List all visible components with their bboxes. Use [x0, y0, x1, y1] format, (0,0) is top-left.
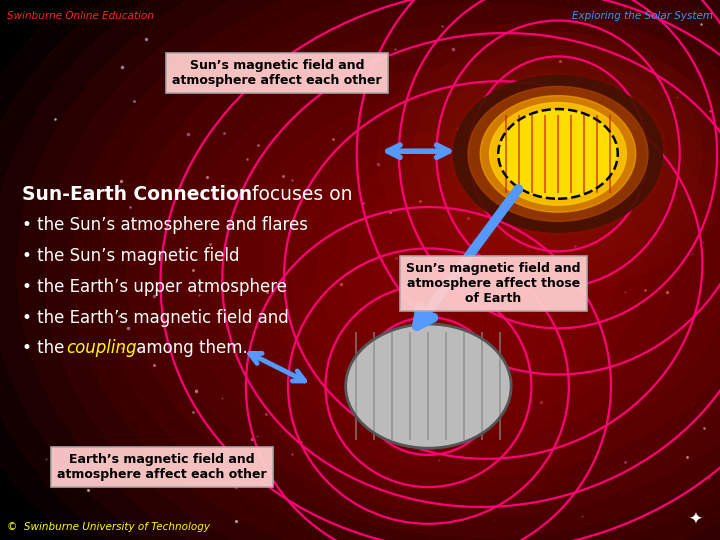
Circle shape: [236, 85, 720, 455]
Circle shape: [264, 106, 701, 434]
Circle shape: [410, 373, 446, 400]
Text: focuses on: focuses on: [246, 185, 353, 204]
Circle shape: [284, 278, 572, 494]
Circle shape: [127, 3, 720, 537]
Circle shape: [373, 188, 592, 352]
Circle shape: [72, 0, 720, 540]
Circle shape: [338, 319, 518, 454]
Text: Exploring the Solar System: Exploring the Solar System: [572, 11, 713, 21]
Circle shape: [454, 76, 662, 232]
Circle shape: [318, 147, 647, 393]
Circle shape: [378, 19, 720, 289]
Circle shape: [291, 126, 674, 414]
Circle shape: [396, 32, 720, 275]
Circle shape: [490, 103, 626, 205]
Text: ✦: ✦: [688, 510, 702, 528]
Circle shape: [392, 359, 464, 413]
Text: Swinburne Online Education: Swinburne Online Education: [7, 11, 154, 21]
Circle shape: [346, 167, 619, 373]
Text: among them.: among them.: [131, 339, 248, 357]
Circle shape: [540, 140, 576, 167]
Circle shape: [455, 249, 510, 291]
Text: Earth’s magnetic field and
atmosphere affect each other: Earth’s magnetic field and atmosphere af…: [57, 453, 267, 481]
Circle shape: [45, 0, 720, 540]
Circle shape: [400, 208, 564, 332]
Circle shape: [468, 86, 648, 221]
Text: • the Earth’s upper atmosphere: • the Earth’s upper atmosphere: [22, 278, 287, 296]
Circle shape: [504, 113, 612, 194]
Circle shape: [17, 0, 720, 540]
Text: • the: • the: [22, 339, 69, 357]
Text: • the Sun’s atmosphere and flares: • the Sun’s atmosphere and flares: [22, 216, 307, 234]
Circle shape: [450, 73, 666, 235]
Circle shape: [302, 292, 554, 481]
Circle shape: [522, 127, 594, 181]
Circle shape: [209, 65, 720, 475]
Circle shape: [486, 100, 630, 208]
Circle shape: [346, 324, 511, 448]
Circle shape: [181, 44, 720, 496]
Circle shape: [428, 229, 537, 311]
Circle shape: [468, 86, 648, 221]
Circle shape: [248, 251, 608, 521]
Circle shape: [99, 0, 720, 540]
Text: Sun’s magnetic field and
atmosphere affect each other: Sun’s magnetic field and atmosphere affe…: [172, 59, 382, 87]
Circle shape: [266, 265, 590, 508]
Circle shape: [154, 24, 720, 516]
Text: Sun-Earth Connection: Sun-Earth Connection: [22, 185, 252, 204]
Text: • the Earth’s magnetic field and: • the Earth’s magnetic field and: [22, 308, 288, 327]
Circle shape: [414, 46, 702, 262]
Circle shape: [374, 346, 482, 427]
Circle shape: [480, 96, 636, 212]
Text: coupling: coupling: [66, 339, 137, 357]
Circle shape: [320, 305, 536, 467]
Circle shape: [499, 110, 617, 198]
Circle shape: [356, 332, 500, 440]
Text: ©  Swinburne University of Technology: © Swinburne University of Technology: [7, 522, 210, 532]
Circle shape: [432, 59, 684, 248]
Text: Sun’s magnetic field and
atmosphere affect those
of Earth: Sun’s magnetic field and atmosphere affe…: [406, 262, 580, 305]
Text: • the Sun’s magnetic field: • the Sun’s magnetic field: [22, 247, 239, 265]
